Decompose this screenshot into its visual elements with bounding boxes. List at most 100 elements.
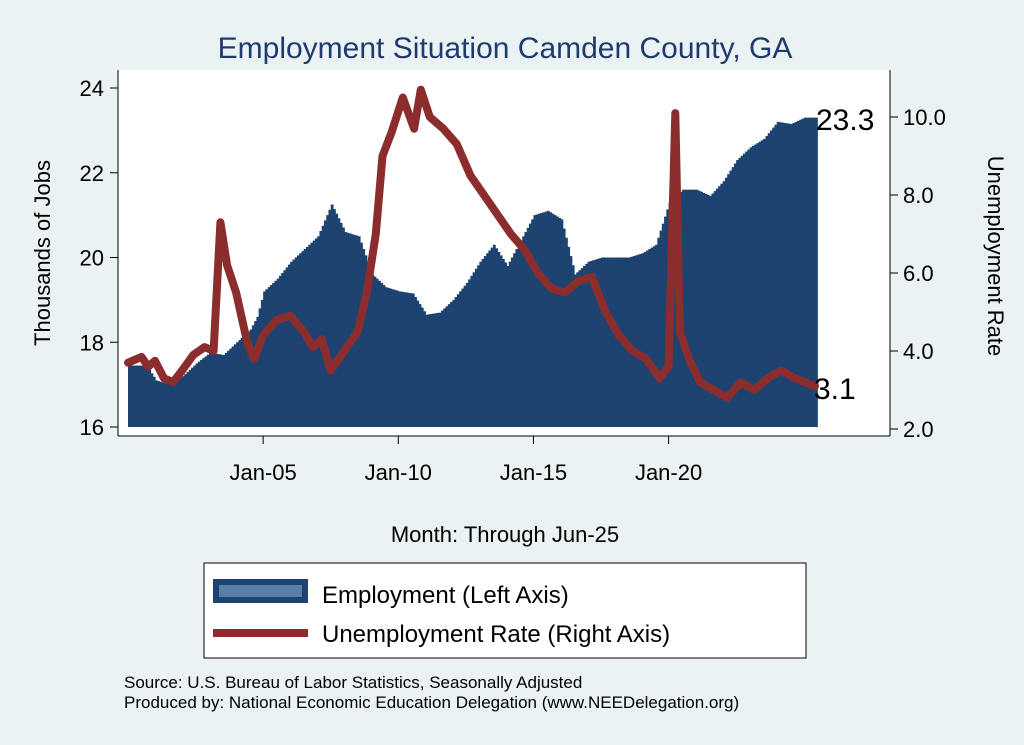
- employment-bar: [763, 138, 767, 427]
- employment-bar: [612, 257, 616, 427]
- employment-bar: [247, 331, 251, 427]
- employment-bar: [188, 369, 192, 427]
- employment-bar: [713, 191, 717, 427]
- employment-bar: [382, 285, 386, 427]
- employment-bar: [337, 218, 341, 427]
- employment-bar: [152, 376, 156, 427]
- employment-bar: [231, 346, 235, 427]
- employment-bar: [790, 124, 794, 428]
- employment-bar: [213, 353, 217, 427]
- employment-bar: [472, 272, 476, 427]
- employment-bar: [378, 280, 381, 427]
- right-tick-label: 6.0: [903, 261, 934, 286]
- employment-bar: [319, 231, 323, 427]
- source-note: Source: U.S. Bureau of Labor Statistics,…: [124, 673, 582, 692]
- employment-bar: [724, 177, 728, 427]
- producer-note: Produced by: National Economic Education…: [124, 693, 739, 712]
- employment-bar: [751, 145, 755, 427]
- employment-bar: [569, 256, 573, 427]
- employment-bar: [443, 308, 447, 427]
- employment-bar: [515, 249, 519, 427]
- employment-bar: [456, 294, 460, 427]
- employment-bar: [209, 352, 212, 427]
- employment-bar: [785, 123, 789, 427]
- employment-bar: [195, 363, 199, 427]
- employment-bar: [731, 167, 735, 427]
- employment-bar: [754, 144, 758, 427]
- employment-bar: [537, 213, 541, 427]
- employment-bar: [236, 342, 239, 427]
- employment-bar: [276, 278, 280, 427]
- employment-bar: [749, 147, 753, 427]
- employment-bar: [659, 230, 663, 427]
- employment-bar: [767, 133, 771, 427]
- unemployment-line-group: [124, 85, 819, 402]
- employment-bar: [740, 155, 744, 428]
- right-tick-label: 10.0: [903, 105, 946, 130]
- employment-bar: [801, 118, 805, 427]
- employment-bar: [400, 291, 404, 427]
- employment-bar: [429, 314, 433, 427]
- employment-bar: [155, 380, 158, 427]
- employment-bar: [254, 321, 257, 427]
- employment-bar: [634, 255, 638, 427]
- employment-bar: [776, 121, 780, 428]
- employment-bar: [607, 257, 611, 427]
- employment-bar: [405, 292, 408, 427]
- employment-bar: [650, 247, 654, 427]
- employment-bar: [810, 117, 814, 427]
- employment-bar: [596, 258, 600, 427]
- employment-bar: [447, 304, 451, 427]
- employment-bar: [652, 246, 656, 427]
- employment-bar: [193, 365, 197, 427]
- employment-bar: [197, 361, 201, 427]
- employment-bar: [796, 120, 800, 427]
- employment-bar: [655, 244, 658, 427]
- employment-bar: [263, 291, 266, 427]
- employment-bar: [704, 193, 708, 427]
- employment-bar: [463, 285, 467, 427]
- employment-bar: [531, 219, 535, 427]
- employment-bar: [130, 365, 134, 427]
- employment-bar: [510, 257, 514, 427]
- employment-bar: [646, 250, 649, 427]
- right-tick-label: 4.0: [903, 339, 934, 364]
- employment-bar: [488, 250, 492, 427]
- right-axis-title: Unemployment Rate: [983, 156, 1008, 357]
- employment-bar: [249, 329, 253, 427]
- employment-bar: [285, 267, 289, 427]
- employment-bar: [341, 227, 345, 427]
- employment-bar: [175, 380, 179, 427]
- employment-bar: [283, 270, 287, 427]
- employment-bar: [134, 365, 138, 427]
- right-tick-label: 8.0: [903, 183, 934, 208]
- legend-box: [203, 562, 807, 659]
- employment-bar: [272, 282, 276, 427]
- employment-bar: [769, 130, 773, 428]
- employment-bar: [736, 160, 740, 428]
- employment-bar: [691, 189, 694, 427]
- employment-bar: [815, 117, 818, 427]
- employment-bar: [326, 215, 330, 428]
- employment-bar: [808, 117, 812, 427]
- left-tick-label: 16: [80, 415, 104, 440]
- legend-swatch-employment-highlight: [219, 585, 302, 597]
- employment-bar: [360, 242, 363, 427]
- employment-bar: [139, 365, 143, 427]
- employment-bar: [373, 276, 377, 427]
- employment-bar: [772, 127, 776, 428]
- employment-bar: [499, 255, 503, 427]
- employment-bar: [186, 371, 190, 427]
- employment-bar: [742, 153, 746, 427]
- employment-bar: [794, 121, 798, 428]
- employment-bar: [375, 278, 379, 427]
- employment-bar: [434, 313, 438, 427]
- employment-bar: [220, 354, 224, 427]
- employment-bar: [346, 232, 350, 427]
- unemployment-line: [124, 85, 819, 402]
- employment-bar: [170, 383, 174, 427]
- employment-bar: [150, 373, 154, 427]
- employment-bar: [632, 256, 636, 427]
- employment-bar: [148, 369, 152, 427]
- employment-bar: [765, 136, 769, 427]
